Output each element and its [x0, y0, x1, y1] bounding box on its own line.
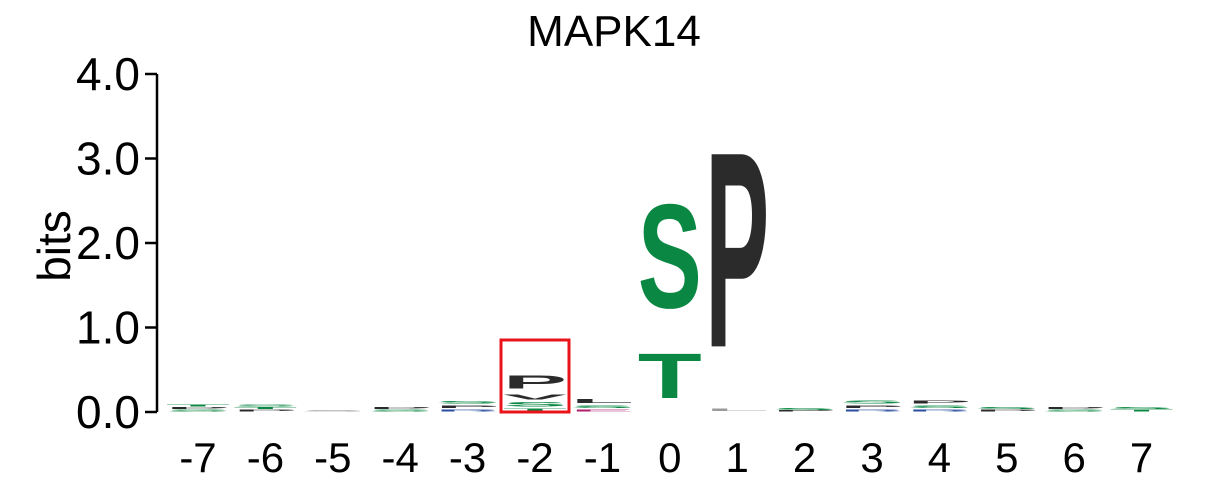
logo-letter-T: T — [503, 408, 567, 412]
x-tick-label: 4 — [928, 434, 951, 481]
logo-letter-P: P — [1042, 407, 1106, 410]
y-tick-label: 1.0 — [76, 302, 140, 354]
logo-letter-S: S — [233, 404, 297, 407]
logo-letter-S: S — [166, 410, 230, 413]
y-tick-label: 4.0 — [76, 48, 140, 100]
logo-letter-P: P — [233, 410, 297, 413]
x-tick-label: -1 — [584, 434, 621, 481]
logo-letter-P: P — [368, 407, 432, 410]
logo-letter-S: S — [907, 404, 971, 408]
logo-letter-E: E — [570, 409, 634, 412]
x-tick-label: 3 — [860, 434, 883, 481]
logo-letter-R: R — [840, 409, 904, 412]
logo-letter-P: P — [503, 371, 567, 392]
logo-letter-P: P — [907, 399, 971, 404]
x-axis-tick-labels: -7 -6 -5 -4 -3 -2 -1 0 1 2 3 4 5 6 7 — [179, 434, 1153, 481]
y-tick-label: 0.0 — [76, 386, 140, 438]
logo-letter-S: S — [301, 410, 365, 412]
logo-letter-S: S — [368, 410, 432, 413]
logo-letter-L: L — [705, 408, 769, 412]
logo-letter-S: S — [503, 401, 567, 408]
logo-letter-T: T — [1110, 409, 1174, 412]
logo-letter-S: S — [1042, 410, 1106, 413]
logo-letter-P: P — [436, 404, 500, 408]
y-axis-label: bits — [28, 210, 80, 282]
x-tick-label: -2 — [516, 434, 553, 481]
logo-letter-S: S — [975, 407, 1039, 410]
logo-letter-S: S — [638, 173, 702, 339]
logo-letter-L: L — [570, 398, 634, 404]
x-tick-label: -6 — [247, 434, 284, 481]
logo-letter-T: T — [166, 404, 230, 407]
logo-letter-S: S — [773, 408, 837, 411]
x-tick-label: -7 — [179, 434, 216, 481]
logo-letter-P: P — [840, 404, 904, 408]
y-tick-label: 2.0 — [76, 217, 140, 269]
x-tick-label: 7 — [1130, 434, 1153, 481]
x-tick-label: 5 — [995, 434, 1018, 481]
x-tick-label: -5 — [314, 434, 351, 481]
y-axis-ticks: 0.0 1.0 2.0 3.0 4.0 — [76, 48, 157, 438]
x-tick-label: -4 — [382, 434, 419, 481]
logo-letter-S: S — [436, 400, 500, 404]
logo-letter-S: S — [1110, 406, 1174, 409]
logo-letter-P: P — [975, 410, 1039, 413]
logo-letter-P: P — [773, 410, 837, 412]
chart-title: MAPK14 — [527, 7, 701, 56]
x-tick-label: -3 — [449, 434, 486, 481]
x-tick-label: 1 — [726, 434, 749, 481]
logo-letter-S: S — [570, 404, 634, 408]
x-tick-label: 2 — [793, 434, 816, 481]
x-tick-label: 6 — [1063, 434, 1086, 481]
logo-letter-S: S — [840, 399, 904, 404]
logo-letter-T: T — [233, 407, 297, 410]
logo-letter-R: R — [436, 409, 500, 412]
logo-letter-V: V — [503, 393, 567, 401]
highlight-box — [499, 338, 571, 414]
logo-letter-P: P — [166, 407, 230, 410]
logo-letter-P: P — [705, 95, 769, 407]
logo-letter-T: T — [638, 340, 702, 412]
logo-letter-R: R — [907, 409, 971, 412]
y-tick-label: 3.0 — [76, 133, 140, 185]
x-tick-label: 0 — [658, 434, 681, 481]
